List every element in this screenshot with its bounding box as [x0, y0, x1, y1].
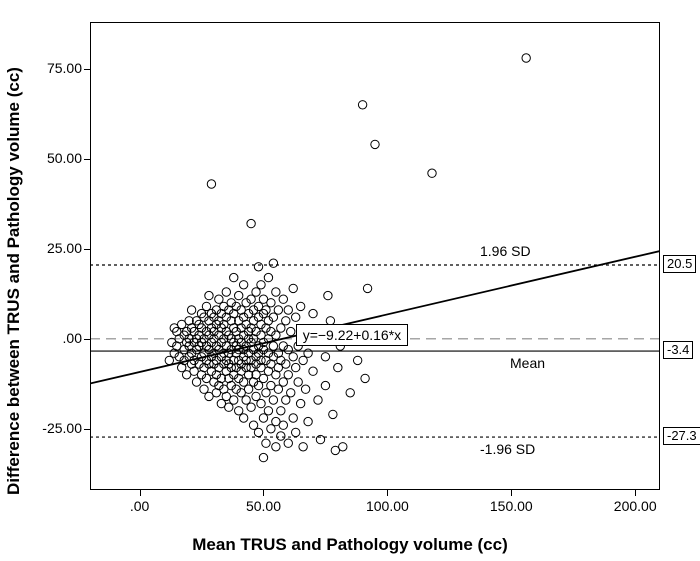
regression-equation: y=−9.22+0.16*x [296, 324, 408, 346]
x-tick [140, 490, 141, 496]
ref-label: 1.96 SD [480, 243, 531, 259]
y-tick [84, 339, 90, 340]
y-tick-label: 50.00 [28, 150, 82, 166]
x-tick-label: 50.00 [246, 498, 281, 514]
value-box: -27.3 [663, 427, 700, 445]
y-tick-label: .00 [28, 330, 82, 346]
x-tick [387, 490, 388, 496]
x-tick-label: 150.00 [490, 498, 533, 514]
y-tick [84, 69, 90, 70]
plot-frame [90, 22, 660, 490]
bland-altman-chart: Difference between TRUS and Pathology vo… [0, 0, 700, 561]
ref-label: -1.96 SD [480, 441, 535, 457]
y-tick-label: 75.00 [28, 60, 82, 76]
x-tick [511, 490, 512, 496]
ref-label: Mean [510, 355, 545, 371]
y-tick-label: 25.00 [28, 240, 82, 256]
x-tick [263, 490, 264, 496]
value-box: 20.5 [663, 255, 696, 273]
y-tick-label: -25.00 [28, 420, 82, 436]
x-tick-label: 200.00 [614, 498, 657, 514]
value-box: -3.4 [663, 341, 693, 359]
y-tick [84, 429, 90, 430]
x-tick-label: .00 [130, 498, 149, 514]
y-tick [84, 249, 90, 250]
y-tick [84, 159, 90, 160]
x-tick [635, 490, 636, 496]
x-tick-label: 100.00 [366, 498, 409, 514]
